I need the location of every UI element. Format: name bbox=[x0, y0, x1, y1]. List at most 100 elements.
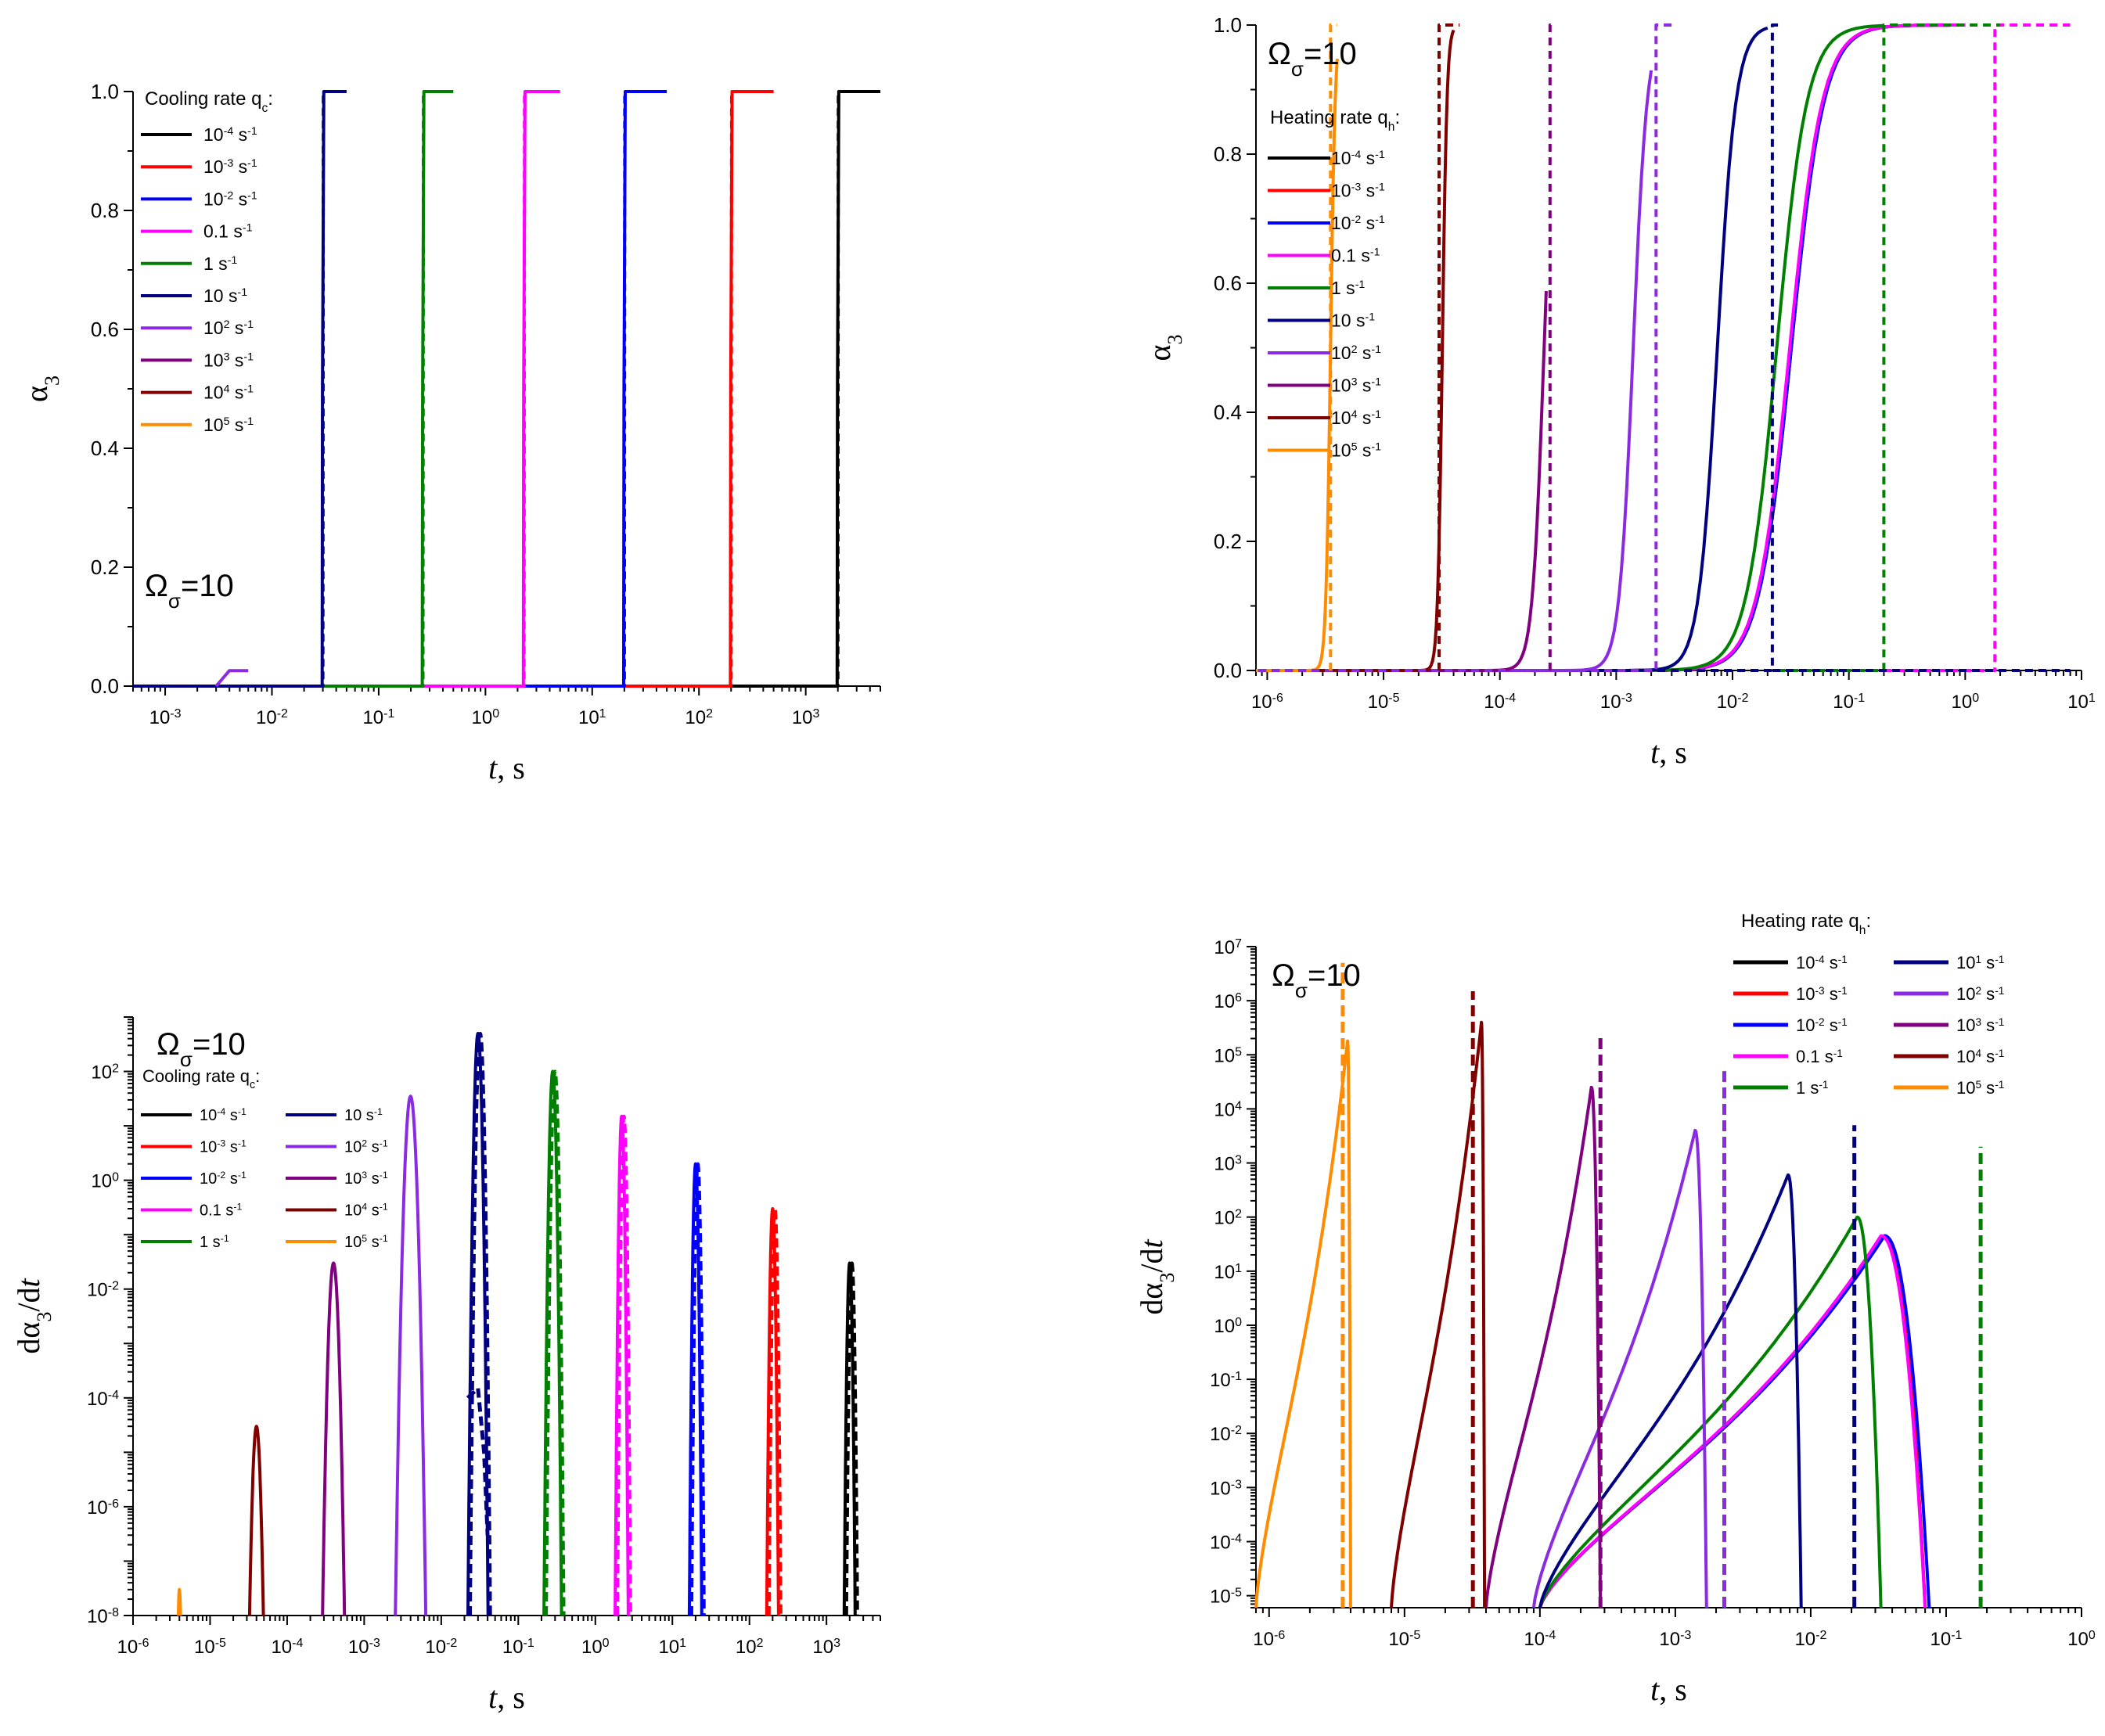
series-dashed-1e-4 bbox=[782, 90, 857, 688]
legend-label: 10-4 s-1 bbox=[203, 124, 257, 145]
x-tick-label: 10-5 bbox=[1388, 1629, 1420, 1651]
y-tick-label: 0.4 bbox=[91, 437, 119, 460]
series-line-1e5 bbox=[1254, 58, 1339, 672]
legend-label: 105 s-1 bbox=[344, 1233, 388, 1251]
x-axis-label: t, s bbox=[488, 750, 525, 785]
legend-label: 10-4 s-1 bbox=[1331, 148, 1385, 168]
x-tick-label: 10-1 bbox=[502, 1637, 534, 1659]
y-tick-label: 0.8 bbox=[1214, 142, 1242, 166]
axes-tl: 10-3 10-2 10-1 100 101 102 103 0.0 0.2 0.4 0.6 0.8 1… bbox=[19, 80, 881, 785]
legend-label: 1 s-1 bbox=[1331, 278, 1365, 298]
series-dashed-1 bbox=[367, 90, 442, 688]
legend-label: 104 s-1 bbox=[203, 383, 254, 403]
series-dashed-1000 bbox=[1548, 23, 1556, 670]
y-tick-label: 102 bbox=[1214, 1207, 1242, 1229]
y-tick-label: 105 bbox=[1214, 1045, 1242, 1067]
x-tick-label: 10-6 bbox=[1251, 692, 1283, 713]
legend-title: Heating rate qh: bbox=[1270, 107, 1400, 134]
legend-label: 1 s-1 bbox=[200, 1233, 229, 1251]
series-dashed-1e4 bbox=[1438, 23, 1460, 670]
legend-label: 102 s-1 bbox=[1331, 343, 1381, 363]
x-tick-label: 10-1 bbox=[1833, 692, 1865, 713]
y-tick-label: 101 bbox=[1214, 1261, 1242, 1283]
series-group-bl bbox=[176, 1031, 859, 1616]
series-line-1000 bbox=[321, 1261, 347, 1616]
legend-label: 102 s-1 bbox=[344, 1138, 388, 1156]
x-tick-label: 10-3 bbox=[348, 1637, 380, 1659]
x-tick-label: 10-6 bbox=[117, 1637, 149, 1659]
x-tick-label: 100 bbox=[1952, 692, 1980, 713]
series-line-1e5 bbox=[1254, 1039, 1352, 1608]
legend-label: 105 s-1 bbox=[1331, 440, 1381, 461]
legend-label: 102 s-1 bbox=[1956, 984, 2004, 1004]
legend-label: 104 s-1 bbox=[344, 1202, 388, 1220]
series-line-0.1 bbox=[614, 1114, 630, 1616]
y-tick-label: 100 bbox=[91, 1170, 119, 1192]
y-axis-label: α3 bbox=[1142, 335, 1186, 361]
y-axis-label: dα3/dt bbox=[11, 1278, 56, 1354]
y-tick-label: 10-8 bbox=[87, 1606, 119, 1628]
legend-label: 10-3 s-1 bbox=[200, 1138, 246, 1156]
legend-label: 0.1 s-1 bbox=[1331, 246, 1380, 266]
x-tick-label: 10-2 bbox=[256, 707, 288, 729]
series-dashed-0.1 bbox=[468, 90, 543, 688]
series-line-0.1 bbox=[1538, 1234, 1927, 1608]
plot-area bbox=[1256, 947, 2082, 1608]
legend-label: 104 s-1 bbox=[1956, 1047, 2004, 1066]
legend-title: Cooling rate qc: bbox=[145, 88, 273, 115]
series-line-1e-4 bbox=[842, 1261, 857, 1616]
series-line-100 bbox=[1531, 1128, 1708, 1608]
x-tick-label: 10-5 bbox=[1368, 692, 1400, 713]
series-line-100 bbox=[214, 669, 249, 688]
x-tick-label: 10-4 bbox=[1524, 1629, 1556, 1651]
legend-title: Cooling rate qc: bbox=[142, 1066, 260, 1091]
y-tick-label: 10-6 bbox=[87, 1497, 119, 1519]
legend-title: Heating rate qh: bbox=[1741, 911, 1871, 937]
x-tick-label: 100 bbox=[2067, 1629, 2096, 1651]
y-tick-label: 0.0 bbox=[91, 674, 119, 698]
x-axis-label: t, s bbox=[488, 1680, 525, 1715]
y-tick-label: 1.0 bbox=[91, 80, 119, 103]
series-dashed-1e5 bbox=[1329, 23, 1337, 670]
omega-annotation: Ωσ=10 bbox=[1272, 958, 1361, 1002]
series-dashed-10 bbox=[469, 1031, 492, 1616]
y-tick-label: 10-4 bbox=[87, 1388, 119, 1410]
legend-label: 10-4 s-1 bbox=[1796, 953, 1848, 972]
x-tick-label: 103 bbox=[792, 707, 820, 729]
legend-label: 103 s-1 bbox=[203, 350, 254, 370]
y-tick-label: 1.0 bbox=[1214, 13, 1242, 37]
legend-tl: Cooling rate qc: 10-4 s-1 10-3 s-1 10-2 s-1… bbox=[141, 88, 273, 613]
legend-label: 1 s-1 bbox=[1796, 1078, 1828, 1098]
axes-bl: 10-6 10-5 10-4 10-3 10-2 10-1 100 101 102 103 10-8… bbox=[11, 1016, 881, 1715]
x-tick-label: 10-1 bbox=[1930, 1629, 1962, 1651]
legend-label: 103 s-1 bbox=[1956, 1015, 2004, 1035]
x-tick-label: 10-2 bbox=[425, 1637, 457, 1659]
series-line-1e4 bbox=[1390, 1020, 1487, 1608]
y-tick-label: 102 bbox=[91, 1062, 119, 1084]
series-dashed-1e-3 bbox=[767, 1207, 783, 1616]
series-dashed-1e-2 bbox=[689, 1162, 706, 1616]
x-tick-label: 10-2 bbox=[1794, 1629, 1826, 1651]
legend-label: 104 s-1 bbox=[1331, 408, 1381, 428]
x-tick-label: 101 bbox=[658, 1637, 686, 1659]
series-group-br bbox=[1254, 962, 1983, 1608]
series-dashed-1 bbox=[545, 1069, 566, 1616]
series-line-1 bbox=[542, 1069, 563, 1616]
series-line-100 bbox=[394, 1094, 428, 1616]
legend-label: 105 s-1 bbox=[203, 415, 254, 435]
y-tick-label: 10-3 bbox=[1210, 1478, 1242, 1500]
x-tick-label: 10-6 bbox=[1253, 1629, 1285, 1651]
legend-label: 103 s-1 bbox=[1331, 376, 1381, 396]
series-line-100 bbox=[1256, 70, 1653, 672]
series-line-1e-3 bbox=[765, 1207, 780, 1616]
series-line-1000 bbox=[1256, 291, 1548, 672]
y-tick-label: 0.6 bbox=[1214, 271, 1242, 295]
legend-label: 0.1 s-1 bbox=[1796, 1047, 1843, 1066]
x-tick-label: 100 bbox=[472, 707, 500, 729]
legend-label: 10 s-1 bbox=[1331, 311, 1375, 331]
legend-label: 0.1 s-1 bbox=[200, 1202, 242, 1220]
legend-br: Ωσ=10 Heating rate qh: 10-4 s-1 10-3 s-1 10-… bbox=[1272, 911, 2004, 1098]
omega-annotation: Ωσ=10 bbox=[145, 569, 234, 613]
series-line-1e5 bbox=[176, 1587, 182, 1616]
